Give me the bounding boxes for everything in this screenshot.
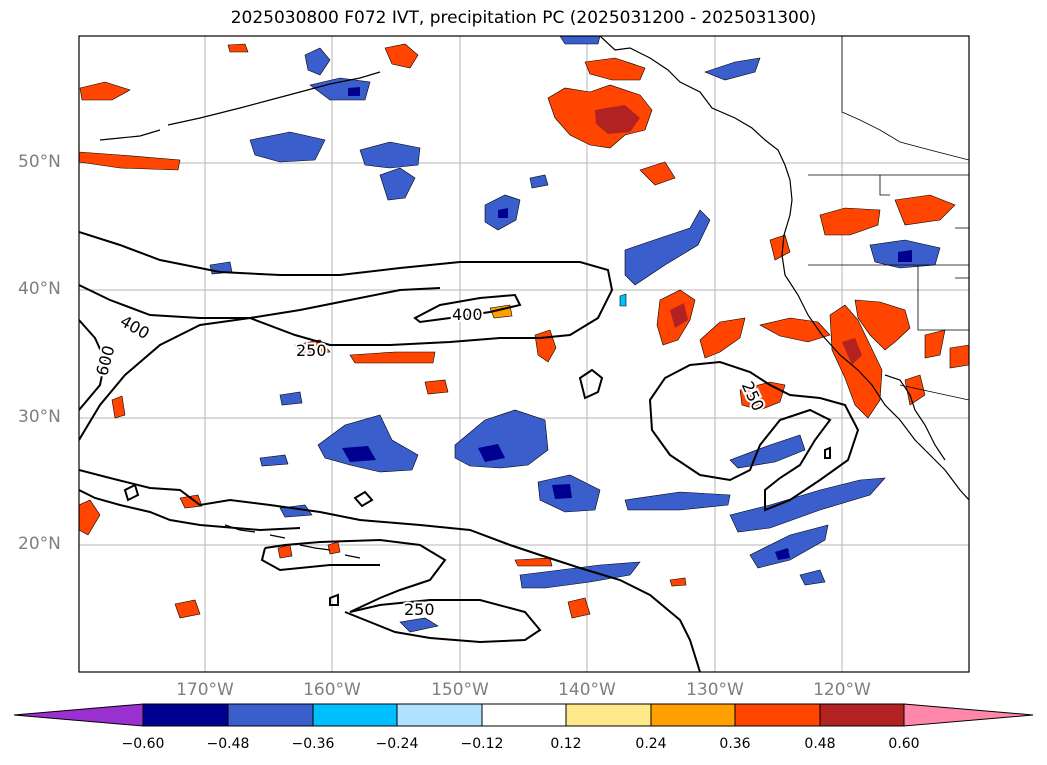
hawaii-islands (224, 524, 361, 559)
colorbar-swatch (142, 703, 229, 727)
colorbar-extend-high (903, 703, 1034, 727)
colorbar-tick: −0.24 (375, 736, 419, 752)
ivt-contour-400 (79, 284, 441, 319)
ivt-contour-250-main (79, 231, 614, 441)
ivt-contour-600 (79, 319, 107, 411)
ivt-contour-250-south (79, 469, 701, 672)
political-borders (808, 36, 969, 401)
lat-label-50n: 50°N (18, 152, 61, 172)
colorbar-swatch (396, 703, 483, 727)
lon-label-120w: 120°W (813, 680, 871, 700)
ivt-contour-250-east (648, 360, 860, 512)
colorbar-tick: −0.36 (291, 736, 335, 752)
colorbar-tick: −0.60 (121, 736, 165, 752)
colorbar-swatch (565, 703, 652, 727)
colorbar-swatch (312, 703, 398, 727)
precip-positive-areas (79, 43, 969, 619)
coastlines (99, 36, 969, 559)
colorbar-tick: 0.24 (635, 736, 667, 752)
ivt-label-400-west: 400 (117, 311, 153, 343)
colorbar-tick: 0.36 (719, 736, 751, 752)
lat-label-30n: 30°N (18, 407, 61, 427)
colorbar-tick: 0.48 (804, 736, 836, 752)
lon-label-130w: 130°W (686, 680, 744, 700)
lon-label-150w: 150°W (431, 680, 489, 700)
colorbar (13, 703, 1034, 727)
map-title: 2025030800 F072 IVT, precipitation PC (2… (230, 8, 817, 28)
precip-negative-areas (209, 36, 941, 633)
ivt-label-250-north: 250 (296, 341, 327, 360)
ivt-label-250-south: 250 (404, 600, 435, 619)
ivt-contours (79, 231, 860, 672)
aleutian-islands (167, 71, 381, 126)
lon-label-170w: 170°W (176, 680, 234, 700)
colorbar-swatch (481, 703, 567, 727)
lat-label-20n: 20°N (18, 534, 61, 554)
ivt-label-600: 600 (92, 343, 118, 377)
colorbar-tick: −0.12 (460, 736, 504, 752)
colorbar-tick: 0.12 (550, 736, 582, 752)
lat-label-40n: 40°N (18, 279, 61, 299)
north-america-coast (599, 36, 969, 501)
ivt-label-400-central: 400 (452, 305, 483, 324)
colorbar-tick: 0.60 (888, 736, 920, 752)
map-frame (78, 35, 970, 673)
colorbar-swatch (650, 703, 736, 727)
colorbar-swatch (734, 703, 821, 727)
colorbar-tick: −0.48 (206, 736, 250, 752)
lon-label-140w: 140°W (558, 680, 616, 700)
precip-blob-gulf-alaska-core (595, 105, 640, 134)
colorbar-swatch (227, 703, 314, 727)
colorbar-extend-low (13, 703, 144, 727)
colorbar-swatch (819, 703, 905, 727)
lon-label-160w: 160°W (303, 680, 361, 700)
